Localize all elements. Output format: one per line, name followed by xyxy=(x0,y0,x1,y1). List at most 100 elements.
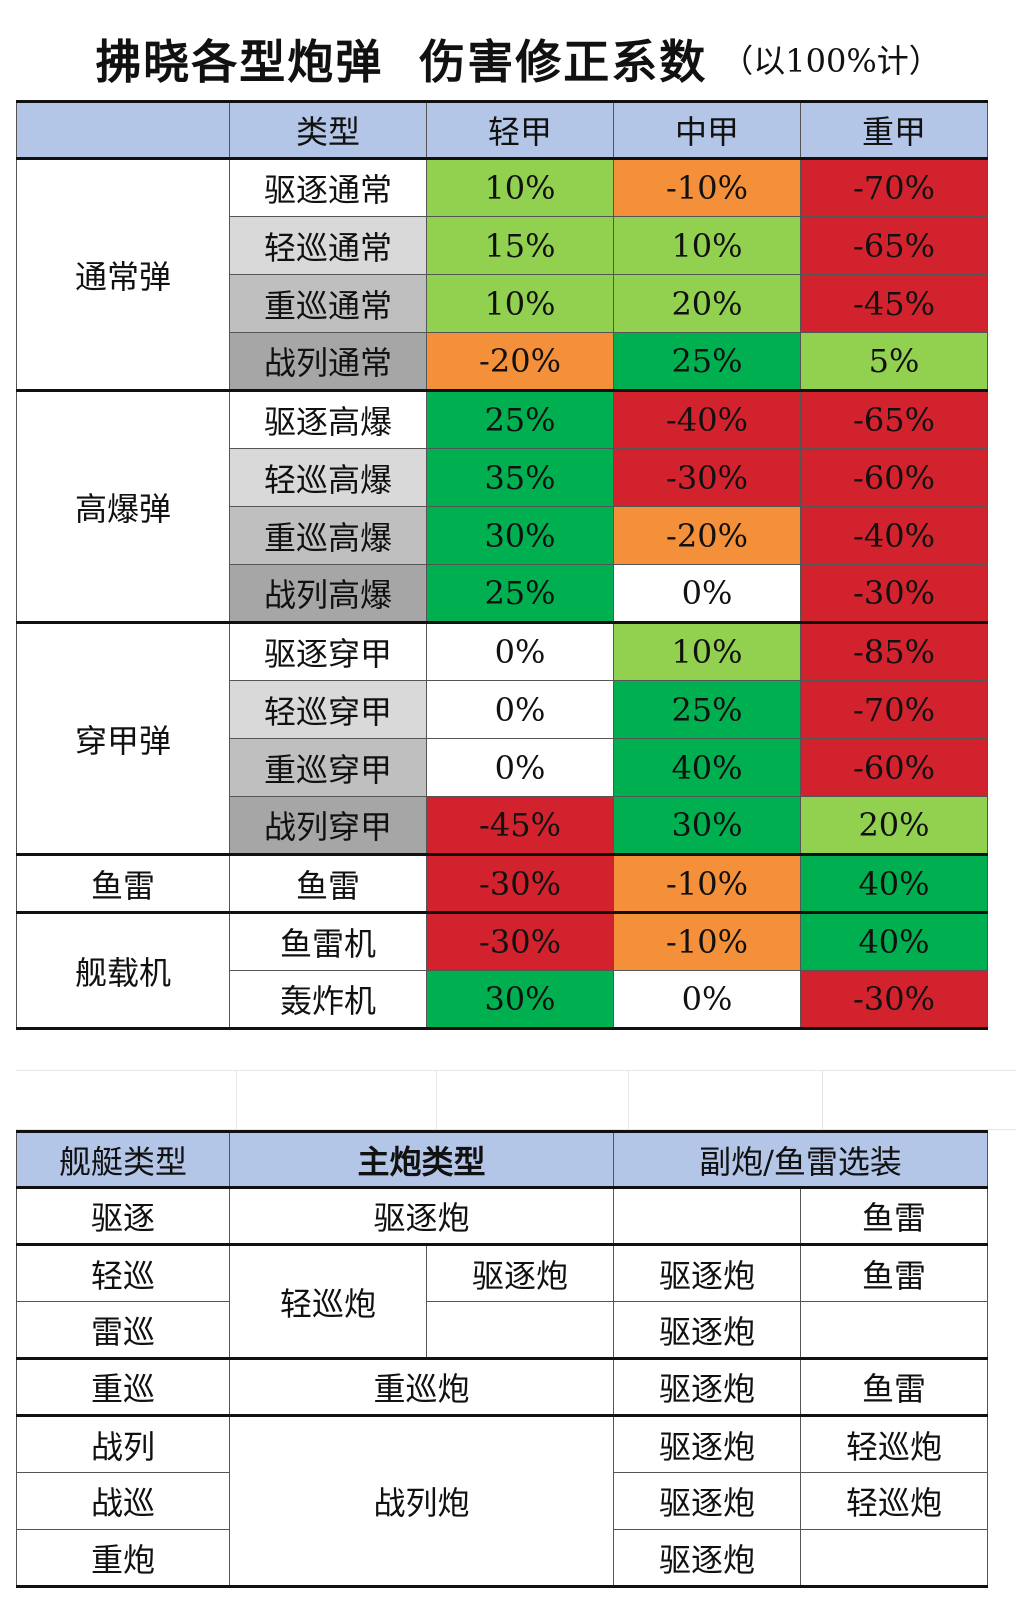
option-2 xyxy=(800,1301,988,1359)
header-type: 类型 xyxy=(229,101,427,159)
option-2: 轻巡炮 xyxy=(800,1414,988,1473)
header-medium-armor: 中甲 xyxy=(613,101,801,159)
ship-type: 战巡 xyxy=(16,1472,230,1530)
table-row: 通常弹 驱逐通常 10% -10% -70% xyxy=(16,157,988,391)
heavy-value: -45% xyxy=(800,274,988,333)
table-row: 轻巡 轻巡炮 驱逐炮 驱逐炮 鱼雷 xyxy=(16,1243,988,1359)
row-type: 重巡高爆 xyxy=(229,506,427,565)
medium-value: 25% xyxy=(613,332,801,391)
row-type: 重巡穿甲 xyxy=(229,738,427,797)
heavy-value: -70% xyxy=(800,157,988,217)
table-row: 高爆弹 驱逐高爆 25% -40% -65% xyxy=(16,389,988,623)
ship-type: 战列 xyxy=(16,1414,230,1473)
light-value: 10% xyxy=(426,274,614,333)
medium-value: 10% xyxy=(613,216,801,275)
header-ship-type: 舰艇类型 xyxy=(16,1131,230,1188)
main-gun-alt: 驱逐炮 xyxy=(426,1243,614,1302)
damage-header-row: 类型 轻甲 中甲 重甲 xyxy=(16,101,988,159)
medium-value: 40% xyxy=(613,738,801,797)
header-heavy-armor: 重甲 xyxy=(800,101,988,159)
table-row: 战列高爆 25% 0% -30% xyxy=(17,564,988,623)
table-row: 重巡穿甲 0% 40% -60% xyxy=(17,738,988,797)
damage-modifier-table: 类型 轻甲 中甲 重甲 通常弹 驱逐通常 10% -10% -70% 轻巡通常 … xyxy=(16,100,988,1030)
table-row: 雷巡 驱逐炮 xyxy=(16,1301,988,1359)
light-value: 0% xyxy=(426,738,614,797)
heavy-value: -70% xyxy=(800,680,988,739)
option-2 xyxy=(800,1529,988,1587)
main-gun: 重巡炮 xyxy=(229,1357,614,1416)
header-blank xyxy=(16,101,230,159)
title-main: 拂晓各型炮弹 伤害修正系数 xyxy=(95,35,708,89)
ship-type: 雷巡 xyxy=(16,1301,230,1359)
table-row: 战巡 驱逐炮 轻巡炮 xyxy=(16,1472,988,1530)
option-1: 驱逐炮 xyxy=(613,1357,801,1416)
medium-value: -30% xyxy=(613,448,801,507)
heavy-value: -65% xyxy=(800,216,988,275)
light-value: 35% xyxy=(426,448,614,507)
group-label: 通常弹 xyxy=(16,157,230,391)
heavy-value: -60% xyxy=(800,738,988,797)
option-2: 鱼雷 xyxy=(800,1243,988,1302)
main-gun: 驱逐炮 xyxy=(229,1186,614,1245)
light-value: -30% xyxy=(426,911,614,971)
heavy-value: -40% xyxy=(800,506,988,565)
option-2: 鱼雷 xyxy=(800,1357,988,1416)
medium-value: 30% xyxy=(613,796,801,855)
group-label: 鱼雷 xyxy=(16,853,230,913)
table-row: 轰炸机 30% 0% -30% xyxy=(17,970,988,1029)
medium-value: -40% xyxy=(613,389,801,449)
heavy-value: 20% xyxy=(800,796,988,855)
medium-value: -10% xyxy=(613,157,801,217)
spacer-gridlines xyxy=(16,1070,1016,1130)
medium-value: 20% xyxy=(613,274,801,333)
row-type: 轰炸机 xyxy=(229,970,427,1029)
option-1: 驱逐炮 xyxy=(613,1301,801,1359)
row-type: 驱逐高爆 xyxy=(229,389,427,449)
option-2: 鱼雷 xyxy=(800,1186,988,1245)
row-type: 战列高爆 xyxy=(229,564,427,623)
header-light-armor: 轻甲 xyxy=(426,101,614,159)
table-row: 重巡通常 10% 20% -45% xyxy=(17,274,988,333)
ship-type: 重巡 xyxy=(16,1357,230,1416)
group-label: 高爆弹 xyxy=(16,389,230,623)
option-1: 驱逐炮 xyxy=(613,1414,801,1473)
option-1: 驱逐炮 xyxy=(613,1529,801,1587)
light-value: 10% xyxy=(426,157,614,217)
medium-value: 10% xyxy=(613,621,801,681)
medium-value: -20% xyxy=(613,506,801,565)
loadout-header-row: 舰艇类型 主炮类型 副炮/鱼雷选装 xyxy=(16,1131,988,1188)
medium-value: -10% xyxy=(613,911,801,971)
row-type: 鱼雷 xyxy=(229,853,427,913)
light-value: 25% xyxy=(426,389,614,449)
light-value: 0% xyxy=(426,680,614,739)
option-2: 轻巡炮 xyxy=(800,1472,988,1530)
table-row: 轻巡通常 15% 10% -65% xyxy=(17,216,988,275)
row-type: 战列穿甲 xyxy=(229,796,427,855)
row-type: 战列通常 xyxy=(229,332,427,391)
row-type: 轻巡穿甲 xyxy=(229,680,427,739)
main-gun-alt-empty xyxy=(426,1301,614,1359)
row-type: 驱逐穿甲 xyxy=(229,621,427,681)
table-row: 轻巡穿甲 0% 25% -70% xyxy=(17,680,988,739)
loadout-table: 舰艇类型 主炮类型 副炮/鱼雷选装 驱逐 驱逐炮 鱼雷 轻巡 轻巡炮 驱逐炮 驱… xyxy=(16,1130,988,1588)
table-row: 重巡高爆 30% -20% -40% xyxy=(17,506,988,565)
table-row: 舰载机 鱼雷机 -30% -10% 40% xyxy=(16,911,988,1029)
light-value: -30% xyxy=(426,853,614,913)
table-row: 驱逐 驱逐炮 鱼雷 xyxy=(16,1186,988,1245)
row-type: 轻巡通常 xyxy=(229,216,427,275)
ship-type: 驱逐 xyxy=(16,1186,230,1245)
light-value: 15% xyxy=(426,216,614,275)
heavy-value: -30% xyxy=(800,564,988,623)
header-secondary: 副炮/鱼雷选装 xyxy=(613,1131,988,1188)
table-row: 重炮 驱逐炮 xyxy=(16,1529,988,1587)
option-1: 驱逐炮 xyxy=(613,1472,801,1530)
medium-value: -10% xyxy=(613,853,801,913)
ship-type: 重炮 xyxy=(16,1529,230,1587)
light-value: 30% xyxy=(426,506,614,565)
row-type: 轻巡高爆 xyxy=(229,448,427,507)
group-label: 舰载机 xyxy=(16,911,230,1029)
light-value: 25% xyxy=(426,564,614,623)
table-row: 鱼雷 鱼雷 -30% -10% 40% xyxy=(16,853,988,913)
header-main-gun: 主炮类型 xyxy=(229,1131,614,1188)
heavy-value: -60% xyxy=(800,448,988,507)
